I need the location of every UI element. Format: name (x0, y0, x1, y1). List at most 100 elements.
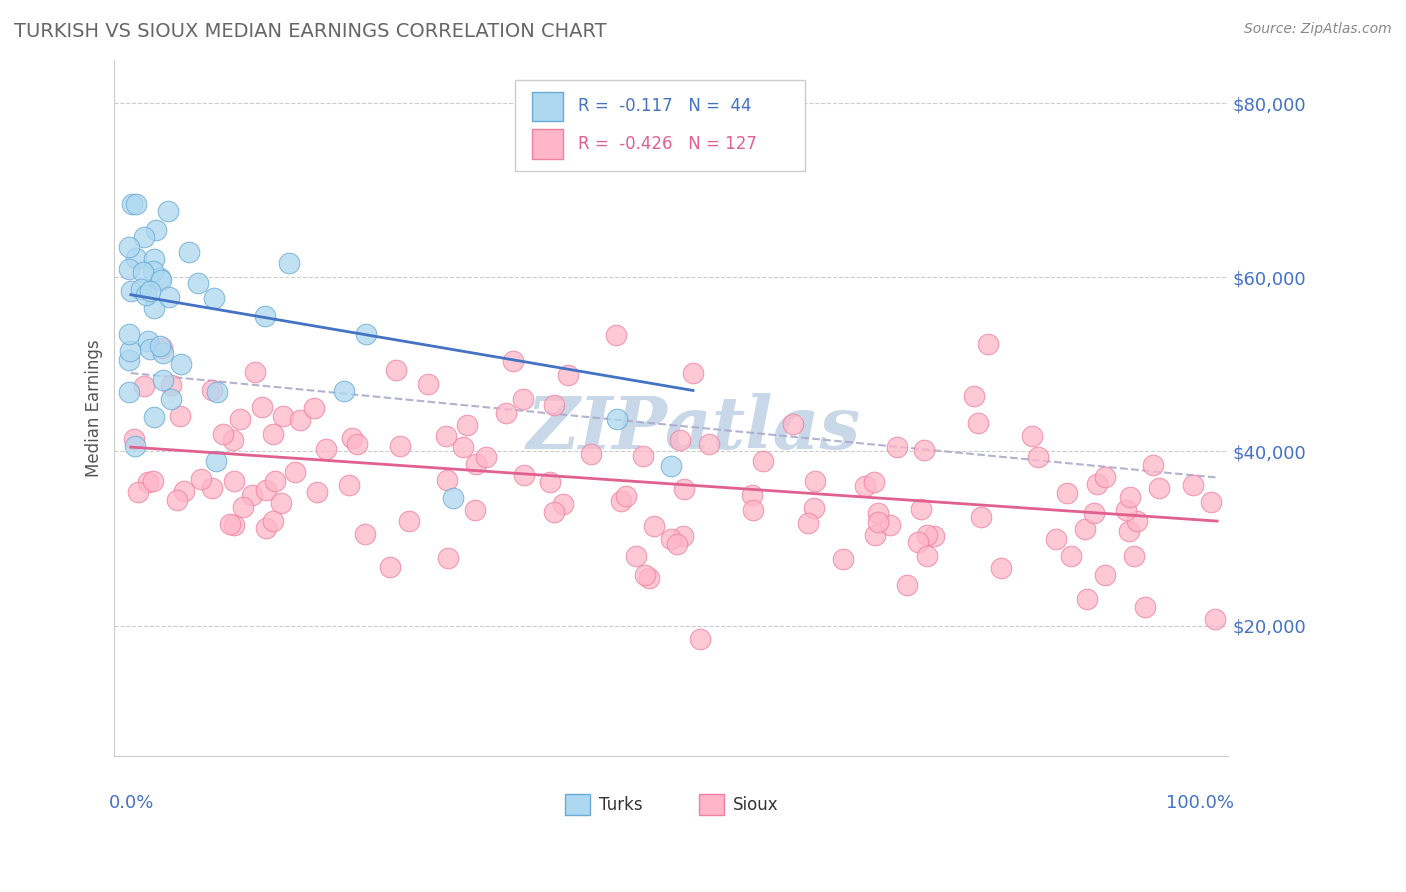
Point (866, 506, 889, 520)
Point (278, 256, 301, 270)
Point (831, 552, 853, 566)
Point (302, 401, 325, 415)
Text: Turks: Turks (599, 796, 643, 814)
Point (166, 492, 188, 507)
Text: ZIPatlas: ZIPatlas (526, 393, 860, 465)
Point (219, 517, 242, 532)
Point (551, 497, 574, 511)
Point (117, 353, 139, 368)
Point (862, 475, 884, 489)
Point (121, 196, 143, 211)
Point (495, 406, 517, 420)
Point (475, 450, 498, 465)
Point (157, 204, 180, 219)
Point (1122, 549, 1144, 564)
Point (305, 484, 328, 499)
Point (254, 309, 277, 323)
Point (205, 384, 228, 399)
Point (127, 485, 149, 500)
Point (803, 501, 825, 516)
Point (1115, 503, 1137, 517)
Point (378, 560, 401, 574)
Point (120, 344, 142, 359)
Point (1056, 486, 1078, 500)
Point (917, 549, 939, 564)
Point (1021, 428, 1043, 442)
Point (896, 578, 918, 592)
Point (143, 301, 166, 316)
Point (117, 385, 139, 400)
Point (117, 262, 139, 277)
Point (643, 519, 665, 533)
Point (634, 568, 657, 582)
Point (1204, 612, 1226, 626)
Point (912, 442, 935, 457)
Point (672, 529, 695, 543)
Point (741, 488, 763, 502)
Point (1083, 507, 1105, 521)
Point (1199, 495, 1222, 509)
Point (179, 245, 201, 260)
Point (173, 484, 195, 499)
Text: R =  -0.117   N =  44: R = -0.117 N = 44 (578, 97, 751, 115)
Point (136, 475, 159, 489)
FancyBboxPatch shape (531, 129, 564, 159)
Point (543, 505, 565, 519)
Point (665, 536, 688, 550)
Point (145, 223, 167, 237)
Point (614, 489, 637, 503)
Point (120, 285, 142, 299)
Point (751, 454, 773, 468)
Point (863, 527, 886, 541)
Point (782, 417, 804, 431)
Point (1147, 481, 1170, 495)
Point (557, 368, 579, 383)
Point (398, 514, 420, 528)
Point (970, 510, 993, 524)
Point (796, 516, 818, 530)
Point (1126, 514, 1149, 528)
Point (262, 427, 284, 442)
Point (605, 328, 627, 343)
Point (139, 285, 162, 299)
Point (222, 518, 245, 533)
Point (136, 334, 159, 348)
Point (388, 439, 411, 453)
Point (1059, 549, 1081, 563)
Point (205, 454, 228, 468)
Point (1142, 458, 1164, 472)
Point (907, 535, 929, 549)
Point (254, 483, 277, 497)
Point (290, 413, 312, 427)
Point (354, 326, 377, 341)
Point (124, 439, 146, 453)
Point (626, 549, 648, 563)
Point (159, 392, 181, 406)
Point (342, 431, 364, 445)
Point (1133, 600, 1156, 615)
Point (152, 373, 174, 387)
Point (1118, 524, 1140, 538)
Point (434, 428, 457, 442)
Point (638, 571, 661, 585)
Point (741, 503, 763, 517)
Point (673, 482, 696, 496)
Point (512, 392, 534, 406)
FancyBboxPatch shape (531, 92, 564, 121)
Point (910, 502, 932, 516)
Point (243, 366, 266, 380)
Point (242, 488, 264, 502)
Point (437, 550, 460, 565)
Point (803, 474, 825, 488)
Point (922, 529, 945, 543)
Point (117, 326, 139, 341)
Text: 100.0%: 100.0% (1166, 795, 1233, 813)
Point (441, 491, 464, 506)
Point (669, 433, 692, 447)
Point (502, 353, 524, 368)
Point (150, 341, 173, 355)
Point (262, 514, 284, 528)
Point (150, 273, 173, 287)
Point (332, 384, 354, 398)
Point (170, 357, 193, 371)
